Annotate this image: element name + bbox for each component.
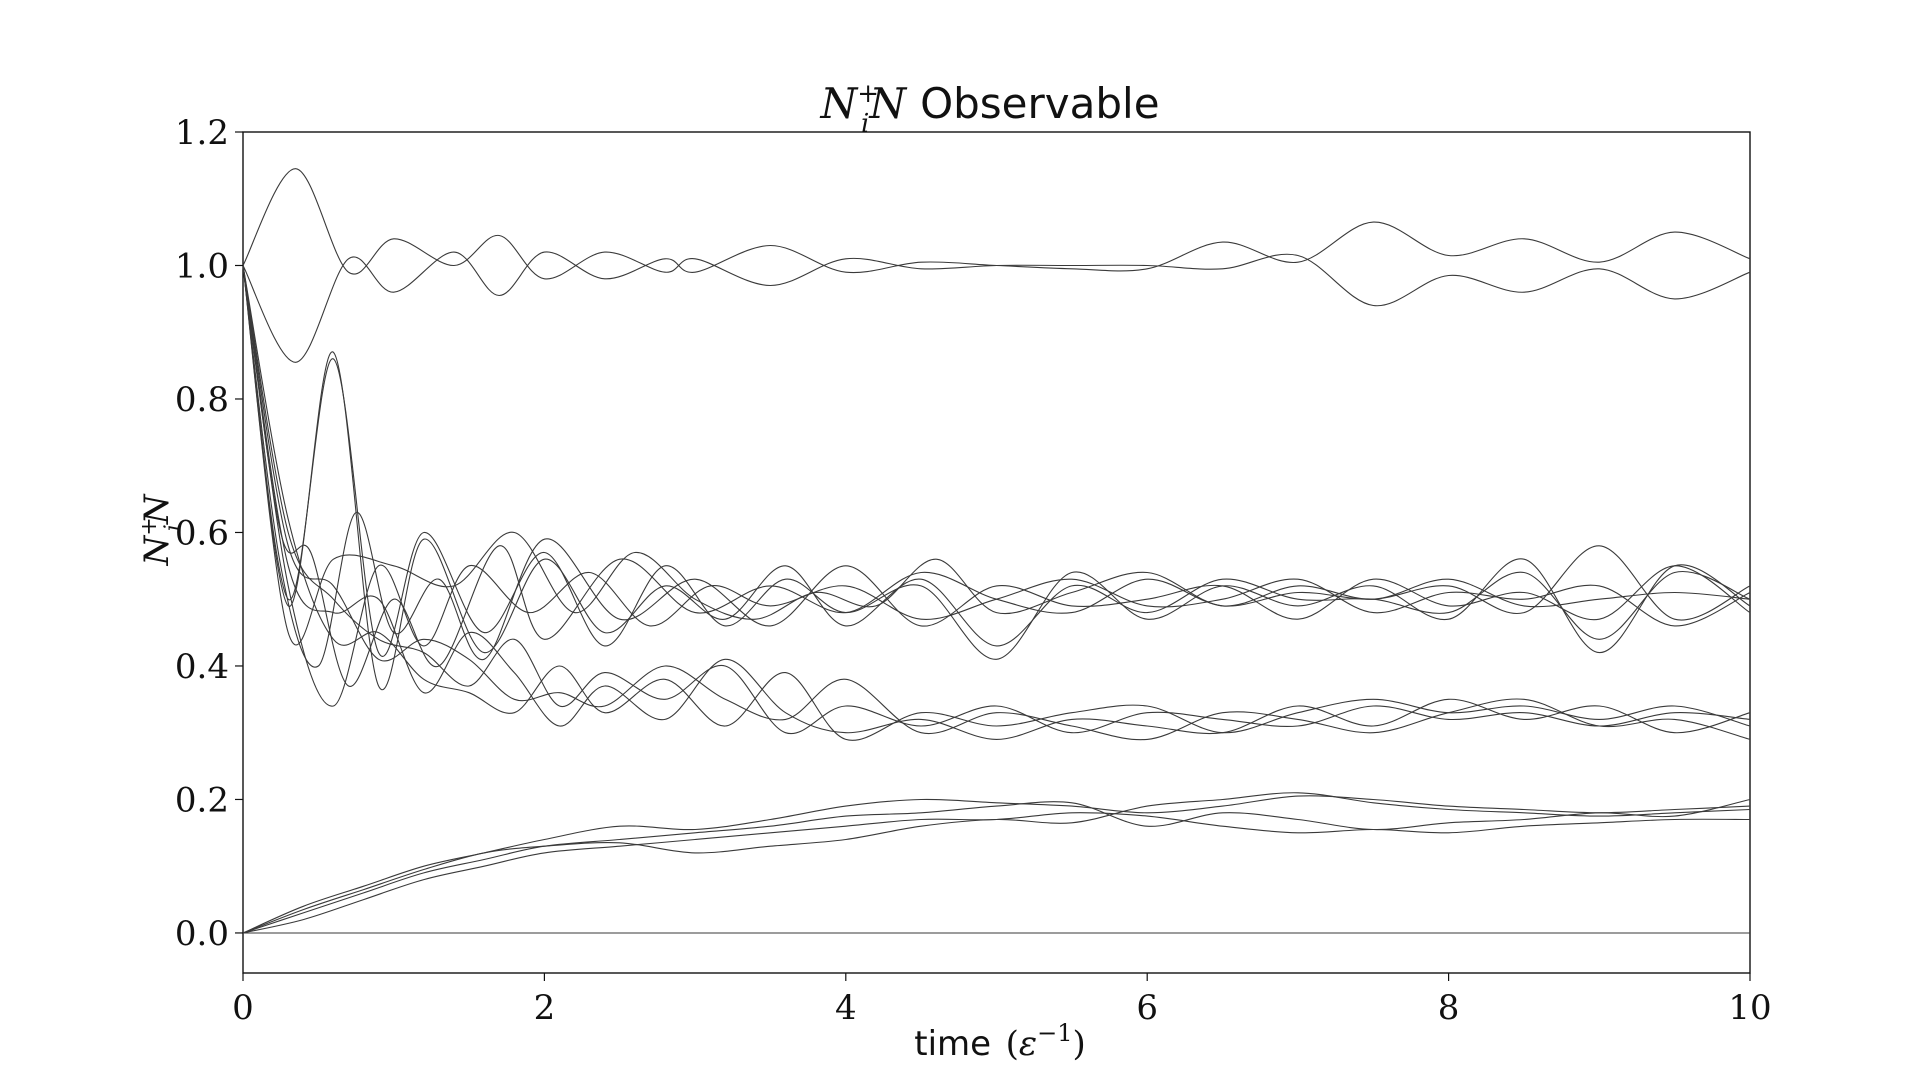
series-line-2 [242,221,1751,363]
series-line-14 [242,798,1751,934]
y-label-n: N [137,534,177,566]
x-label-eps: ε [1019,1024,1037,1064]
series-line-5 [242,265,1751,687]
x-tick-label: 0 [232,988,254,1028]
y-tick-label: 0.4 [175,647,229,687]
x-axis-ticks: 0 2 4 6 8 10 [232,973,1772,1028]
y-tick-label: 1.0 [175,246,229,286]
y-tick-label: 0.8 [175,380,229,420]
series-line-4 [242,265,1751,691]
series-line-8 [242,265,1751,646]
plot-frame [242,131,1751,974]
series-layer [242,168,1751,934]
x-tick-label: 8 [1438,988,1460,1028]
y-tick-label: 1.2 [175,113,229,153]
series-line-9 [242,265,1751,735]
y-label-sup: + [137,517,162,535]
x-label-open: ( [1006,1024,1019,1064]
series-line-6 [242,265,1751,668]
y-tick-label: 0.2 [175,780,229,820]
title-math-n2: N [868,79,907,128]
title-math-n: N [819,79,858,128]
y-label-n2: N [137,493,177,525]
series-line-10 [242,265,1751,741]
series-line-3 [242,265,1751,660]
y-axis-ticks: 0.0 0.2 0.4 0.6 0.8 1.0 1.2 [175,113,243,954]
series-line-7 [242,265,1751,707]
x-tick-label: 2 [534,988,556,1028]
y-axis-label: N+iN [137,493,186,566]
x-label-text: time [914,1024,991,1064]
series-line-11 [242,265,1751,740]
x-tick-label: 4 [835,988,857,1028]
series-line-16 [242,792,1751,934]
chart-title: N+ iN Observable [819,79,1159,139]
y-tick-label: 0.0 [175,914,229,954]
y-tick-label: 0.6 [175,513,229,553]
plot-area [242,131,1751,974]
x-tick-label: 10 [1728,988,1771,1028]
title-sup: + [857,79,879,109]
title-sub: i [861,109,869,139]
series-line-13 [242,795,1751,934]
x-axis-label: time (ε−1) [914,1019,1086,1064]
y-label-sub: i [161,524,186,531]
x-label-sup: −1 [1037,1019,1072,1047]
series-line-1 [242,168,1751,307]
series-line-15 [242,812,1751,934]
title-text: Observable [920,79,1159,128]
x-label-close: ) [1072,1024,1085,1064]
series-line-12 [242,265,1751,741]
x-tick-label: 6 [1136,988,1158,1028]
